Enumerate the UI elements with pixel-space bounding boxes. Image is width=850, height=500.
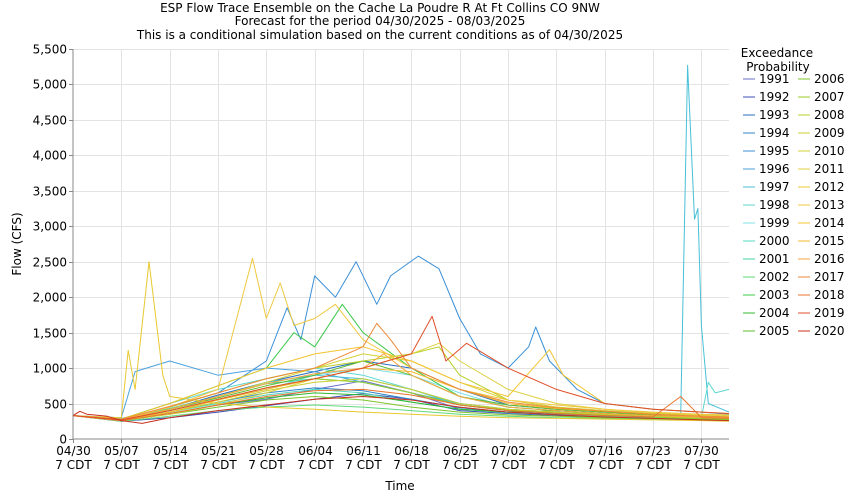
x-tick-date-label: 06/04	[298, 444, 333, 458]
y-tick-label: 5,000	[33, 78, 67, 92]
legend-label-2012: 2012	[814, 180, 845, 194]
legend-label-1997: 1997	[759, 180, 790, 194]
legend-label-1991: 1991	[759, 72, 790, 86]
y-axis-title: Flow (CFS)	[10, 212, 24, 275]
legend-label-2007: 2007	[814, 90, 845, 104]
y-tick-label: 1,000	[33, 362, 67, 376]
legend-label-2001: 2001	[759, 252, 790, 266]
x-tick-time-label: 7 CDT	[538, 458, 575, 472]
y-tick-label: 500	[44, 398, 67, 412]
legend-label-1996: 1996	[759, 162, 790, 176]
x-tick-time-label: 7 CDT	[442, 458, 479, 472]
x-tick-date-label: 05/21	[201, 444, 236, 458]
x-tick-time-label: 7 CDT	[103, 458, 140, 472]
legend-label-1992: 1992	[759, 90, 790, 104]
legend-label-2016: 2016	[814, 252, 845, 266]
series-line-2016	[72, 353, 730, 421]
legend-label-2015: 2015	[814, 234, 845, 248]
legend-label-2008: 2008	[814, 108, 845, 122]
legend-label-2009: 2009	[814, 126, 845, 140]
legend-label-1993: 1993	[759, 108, 790, 122]
legend-label-2019: 2019	[814, 306, 845, 320]
x-tick-date-label: 06/11	[346, 444, 381, 458]
chart-subtitle-period: Forecast for the period 04/30/2025 - 08/…	[235, 14, 526, 28]
y-tick-label: 2,000	[33, 291, 67, 305]
x-tick-time-label: 7 CDT	[152, 458, 189, 472]
grid-lines	[73, 49, 729, 439]
legend-label-2005: 2005	[759, 324, 790, 338]
legend-title-line1: Exceedance	[741, 46, 813, 60]
legend-label-1998: 1998	[759, 198, 790, 212]
series-line-2020	[72, 396, 730, 424]
x-tick-date-label: 05/28	[249, 444, 284, 458]
legend-label-2018: 2018	[814, 288, 845, 302]
x-tick-time-label: 7 CDT	[345, 458, 382, 472]
legend-label-2000: 2000	[759, 234, 790, 248]
series-line-2013	[72, 257, 730, 421]
y-tick-label: 0	[59, 433, 67, 447]
y-tick-label: 3,500	[33, 185, 67, 199]
y-tick-label: 2,500	[33, 256, 67, 270]
chart-subtitle-condition: This is a conditional simulation based o…	[136, 28, 623, 42]
chart-title: ESP Flow Trace Ensemble on the Cache La …	[160, 1, 600, 15]
plot-area	[73, 49, 729, 439]
x-tick-date-label: 06/18	[394, 444, 429, 458]
y-tick-label: 5,500	[33, 43, 67, 57]
x-tick-time-label: 7 CDT	[490, 458, 527, 472]
legend-label-2003: 2003	[759, 288, 790, 302]
x-tick-time-label: 7 CDT	[297, 458, 334, 472]
legend-label-2020: 2020	[814, 324, 845, 338]
x-tick-date-label: 07/16	[588, 444, 623, 458]
legend-label-1995: 1995	[759, 144, 790, 158]
x-tick-date-label: 07/23	[636, 444, 671, 458]
x-tick-time-label: 7 CDT	[587, 458, 624, 472]
x-tick-date-label: 07/09	[539, 444, 574, 458]
x-tick-time-label: 7 CDT	[635, 458, 672, 472]
x-tick-time-label: 7 CDT	[393, 458, 430, 472]
legend-label-2004: 2004	[759, 306, 790, 320]
series-line-2017	[72, 322, 730, 420]
legend-title-line2: Probability	[746, 60, 809, 74]
legend-label-1994: 1994	[759, 126, 790, 140]
x-tick-time-label: 7 CDT	[200, 458, 237, 472]
series-line-2018	[72, 388, 730, 422]
legend-label-2002: 2002	[759, 270, 790, 284]
series-line-2009	[72, 378, 730, 422]
series-lines	[72, 64, 730, 424]
legend-label-2010: 2010	[814, 144, 845, 158]
series-line-2019	[72, 315, 730, 421]
series-line-1995	[72, 255, 730, 420]
legend-label-2011: 2011	[814, 162, 845, 176]
series-line-2012	[72, 261, 730, 422]
y-tick-label: 4,500	[33, 114, 67, 128]
y-tick-label: 1,500	[33, 327, 67, 341]
x-tick-time-label: 7 CDT	[248, 458, 285, 472]
legend-label-2013: 2013	[814, 198, 845, 212]
x-tick-time-label: 7 CDT	[55, 458, 92, 472]
legend-label-1999: 1999	[759, 216, 790, 230]
legend-label-2014: 2014	[814, 216, 845, 230]
legend-label-2017: 2017	[814, 270, 845, 284]
legend-label-2006: 2006	[814, 72, 845, 86]
x-axis-title: Time	[384, 479, 414, 493]
x-tick-date-label: 07/30	[684, 444, 719, 458]
y-tick-label: 3,000	[33, 220, 67, 234]
y-axis-ticks: 0 500 1,000 1,500 2,000 2,500 3,000 3,500 4,000 4…	[33, 43, 73, 447]
y-tick-label: 4,000	[33, 149, 67, 163]
series-line-2002	[72, 404, 730, 422]
x-tick-date-label: 07/02	[491, 444, 526, 458]
x-tick-time-label: 7 CDT	[683, 458, 720, 472]
x-tick-date-label: 04/30	[56, 444, 91, 458]
legend: 1991 1992 1993 1994 1995 1996 1997 1998 1999 2000…	[743, 72, 845, 338]
x-tick-date-label: 05/14	[153, 444, 188, 458]
x-tick-date-label: 06/25	[443, 444, 478, 458]
x-tick-date-label: 05/07	[104, 444, 139, 458]
